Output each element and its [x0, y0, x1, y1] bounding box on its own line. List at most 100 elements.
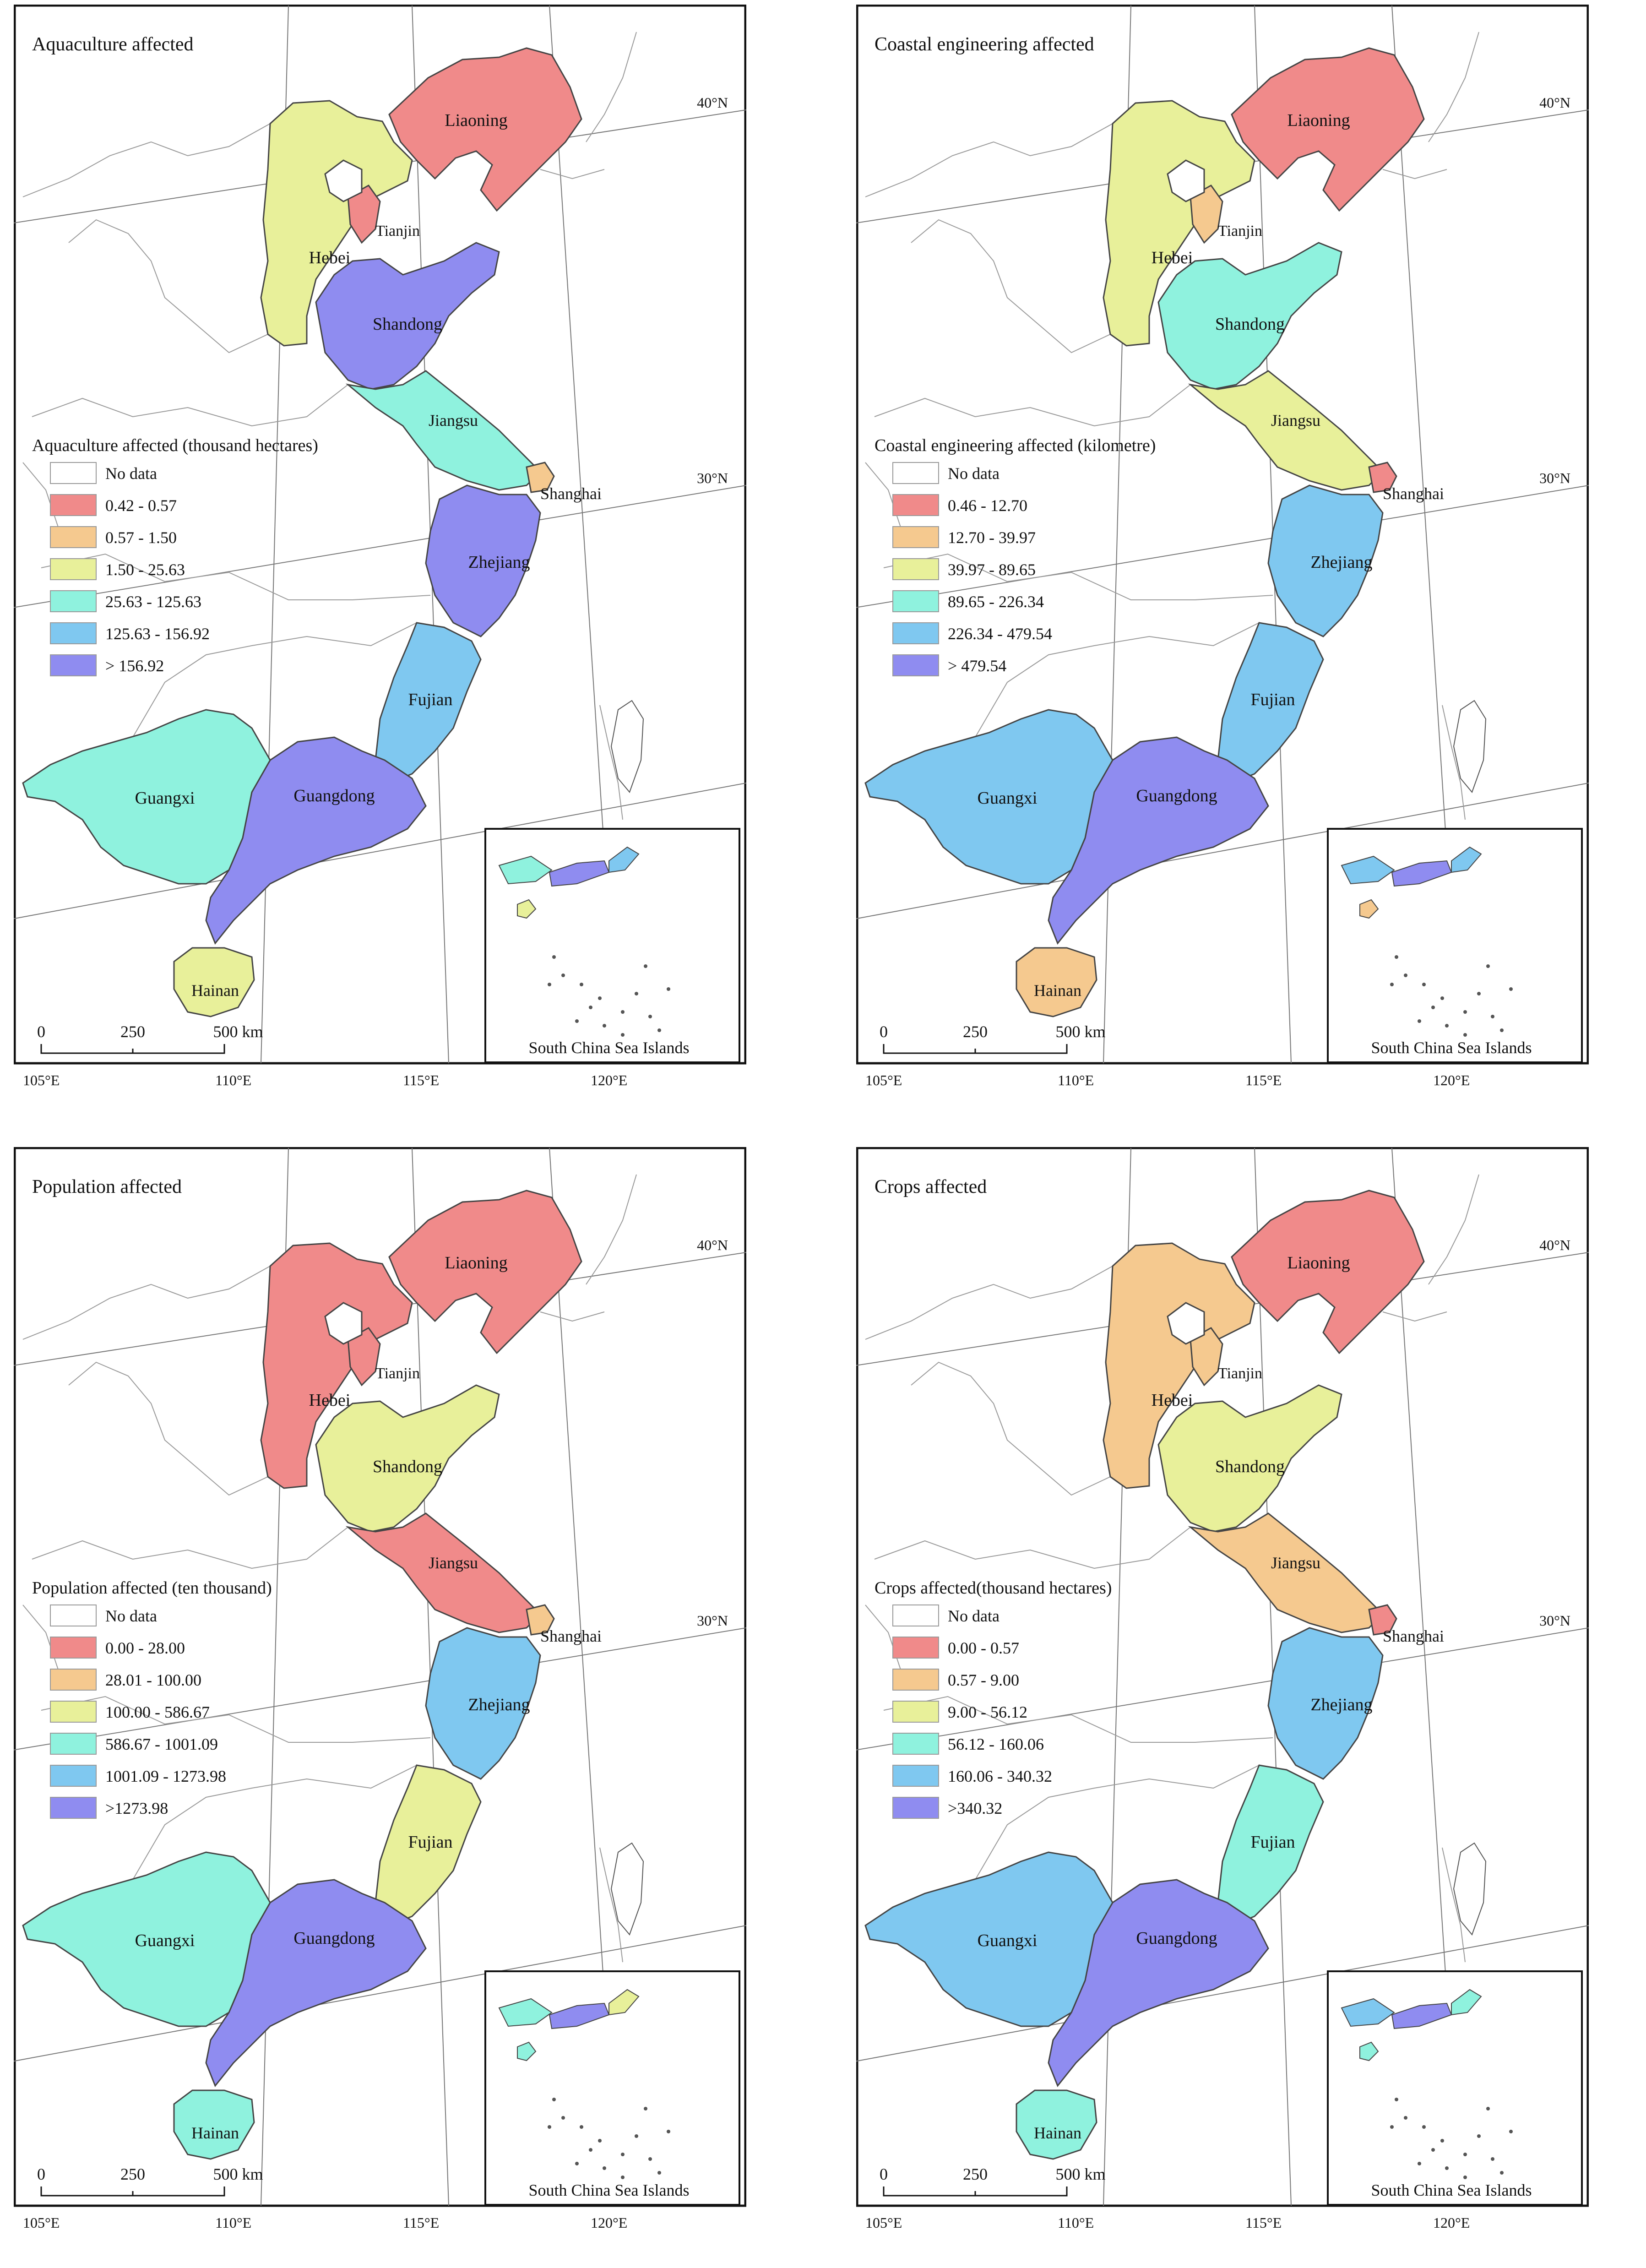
legend-swatch: [892, 590, 939, 612]
legend-label: No data: [105, 464, 157, 483]
legend-label: 586.67 - 1001.09: [105, 1735, 218, 1753]
neighbour-boundaries: [22, 1174, 637, 1963]
island-dot: [1463, 2153, 1467, 2156]
boundary-line: [865, 1604, 902, 1674]
label-liaoning: Liaoning: [445, 1253, 507, 1273]
scale-label-0: 0: [37, 1023, 45, 1041]
island-dot: [552, 955, 556, 959]
label-guangxi: Guangxi: [978, 789, 1038, 808]
lon-label: 115°E: [403, 2214, 439, 2231]
beijing-area: [1167, 159, 1205, 202]
lon-label: 120°E: [591, 1072, 627, 1088]
province-liaoning: [388, 1190, 582, 1354]
island-dot: [1390, 2125, 1394, 2129]
island-dot: [1445, 1024, 1449, 1028]
boundary-line: [865, 462, 902, 532]
inset-label: South China Sea Islands: [1371, 2181, 1532, 2199]
label-zhejiang: Zhejiang: [468, 553, 530, 572]
boundary-line: [599, 705, 623, 820]
lon-label: 120°E: [591, 2214, 627, 2231]
lon-label: 120°E: [1433, 2214, 1470, 2231]
island-dot: [657, 2171, 661, 2175]
island-dot: [667, 987, 670, 991]
province-guangdong: [1048, 736, 1269, 945]
province-zhejiang: [1267, 1627, 1384, 1780]
label-tianjin: Tianjin: [375, 223, 420, 239]
island-dot: [1491, 2157, 1494, 2161]
island-dot: [603, 1024, 606, 1028]
boundary-line: [22, 123, 271, 197]
province-labels: Liaoning Tianjin Hebei Shandong Jiangsu Shang…: [978, 1253, 1444, 2142]
legend-swatch: [892, 1701, 939, 1723]
label-guangxi: Guangxi: [978, 1931, 1038, 1950]
label-jiangsu: Jiangsu: [1271, 1554, 1320, 1572]
label-hainan: Hainan: [1034, 981, 1081, 1000]
province-hainan: [173, 2089, 255, 2160]
boundary-line: [540, 1311, 605, 1322]
province-zhejiang: [1267, 484, 1384, 637]
boundary-line: [540, 169, 605, 179]
island-dot: [1509, 987, 1513, 991]
legend-swatch: [50, 1701, 97, 1723]
province-guangxi: [864, 1851, 1114, 2027]
scale-label-250: 250: [120, 1023, 145, 1041]
inset-province-hainan: [1359, 899, 1379, 919]
legend-swatch: [50, 1637, 97, 1659]
boundary-line: [874, 1527, 1191, 1569]
map-panel-population: Liaoning Tianjin Hebei Shandong Jiangsu Shang…: [14, 1147, 746, 2246]
inset-province-guangxi: [1341, 1998, 1395, 2027]
scale-label-0: 0: [880, 2165, 888, 2183]
inset-label: South China Sea Islands: [1371, 1039, 1532, 1057]
province-fujian: [1217, 1764, 1324, 1926]
island-dot: [1431, 2148, 1435, 2152]
lat-label: 30°N: [1539, 1612, 1570, 1629]
inset-province-guangxi: [1341, 855, 1395, 885]
taiwan-outline: [1453, 1842, 1487, 1936]
label-tianjin: Tianjin: [1218, 1365, 1262, 1382]
island-dots: [548, 955, 670, 1037]
boundary-line: [1382, 1311, 1447, 1322]
beijing-area: [324, 159, 363, 202]
graticule-line: [856, 783, 1589, 919]
label-jiangsu: Jiangsu: [429, 411, 478, 430]
label-liaoning: Liaoning: [445, 111, 507, 130]
label-hainan: Hainan: [191, 2124, 239, 2142]
legend-label: 0.00 - 0.57: [948, 1639, 1019, 1657]
inset-map: South China Sea Islands: [484, 828, 740, 1063]
island-dot: [580, 983, 583, 986]
scale-bar-line: [883, 2186, 1068, 2197]
legend-label: 9.00 - 56.12: [948, 1703, 1027, 1721]
lon-label: 110°E: [1058, 1072, 1094, 1088]
boundary-line: [1382, 169, 1447, 179]
legend-label: 160.06 - 340.32: [948, 1767, 1052, 1785]
island-dot: [1445, 2166, 1449, 2170]
label-guangdong: Guangdong: [1136, 786, 1217, 805]
lon-label: 115°E: [1245, 1072, 1282, 1088]
legend-label: No data: [105, 1607, 157, 1625]
provinces: [22, 47, 582, 1017]
province-guangxi: [22, 709, 271, 885]
legend-swatch: [892, 558, 939, 580]
inset-map: South China Sea Islands: [484, 1970, 740, 2206]
island-dot: [621, 2153, 625, 2156]
scale-bar-line: [883, 1044, 1068, 1054]
legend: Population affected (ten thousand) No dat…: [32, 1578, 272, 1819]
legend-label: 25.63 - 125.63: [105, 593, 201, 611]
island-dot: [589, 1006, 592, 1009]
scale-label-500: 500 km: [1055, 2165, 1105, 2183]
lat-label: 40°N: [697, 94, 728, 111]
label-fujian: Fujian: [408, 1833, 452, 1852]
province-hebei: [260, 100, 413, 347]
boundary-line: [1442, 705, 1466, 820]
boundary-line: [132, 1765, 417, 1880]
label-fujian: Fujian: [1250, 1833, 1295, 1852]
provinces: [864, 1190, 1425, 2160]
scale-bar: 0 250 500 km: [37, 1023, 263, 1054]
province-labels: Liaoning Tianjin Hebei Shandong Jiangsu Shang…: [135, 1253, 602, 2142]
label-zhejiang: Zhejiang: [1310, 553, 1372, 572]
island-dots: [1390, 955, 1513, 1037]
island-dot: [1463, 1010, 1467, 1014]
island-dots: [1390, 2098, 1513, 2179]
legend-label: 100.00 - 586.67: [105, 1703, 210, 1721]
island-dot: [1422, 983, 1426, 986]
